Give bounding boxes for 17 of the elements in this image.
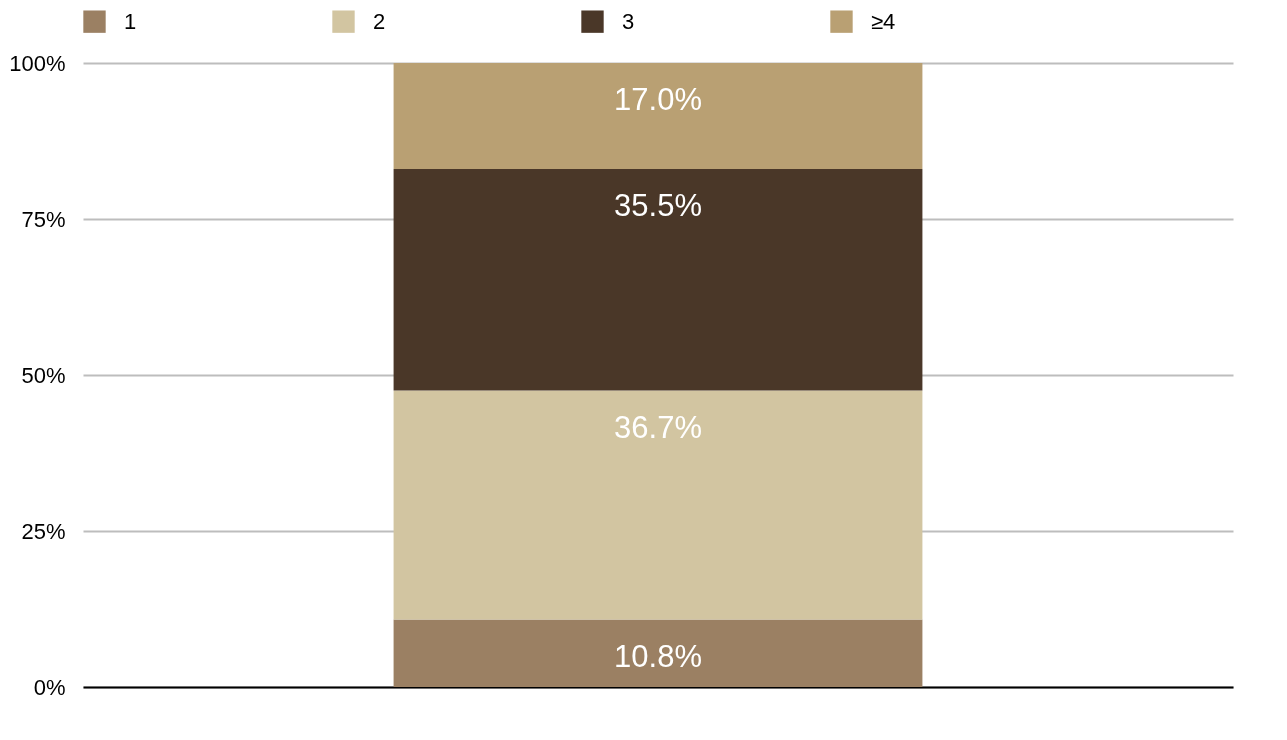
legend-label: ≥4	[871, 8, 896, 34]
bar	[393, 390, 923, 620]
y-tick-label: 0%	[33, 674, 66, 700]
legend-label: 3	[622, 8, 635, 34]
legend-label: 2	[373, 8, 386, 34]
bar	[393, 63, 923, 170]
bar	[393, 169, 923, 391]
data-label: 36.7%	[614, 409, 702, 445]
bar	[393, 619, 923, 687]
y-tick-label: 75%	[21, 206, 66, 232]
y-tick-label: 50%	[21, 362, 66, 388]
y-tick-label: 25%	[21, 518, 66, 544]
data-label: 35.5%	[614, 188, 702, 224]
y-tick-label: 100%	[9, 50, 66, 76]
data-label: 10.8%	[614, 638, 702, 674]
data-label: 17.0%	[614, 82, 702, 117]
legend-label: 1	[124, 8, 137, 34]
